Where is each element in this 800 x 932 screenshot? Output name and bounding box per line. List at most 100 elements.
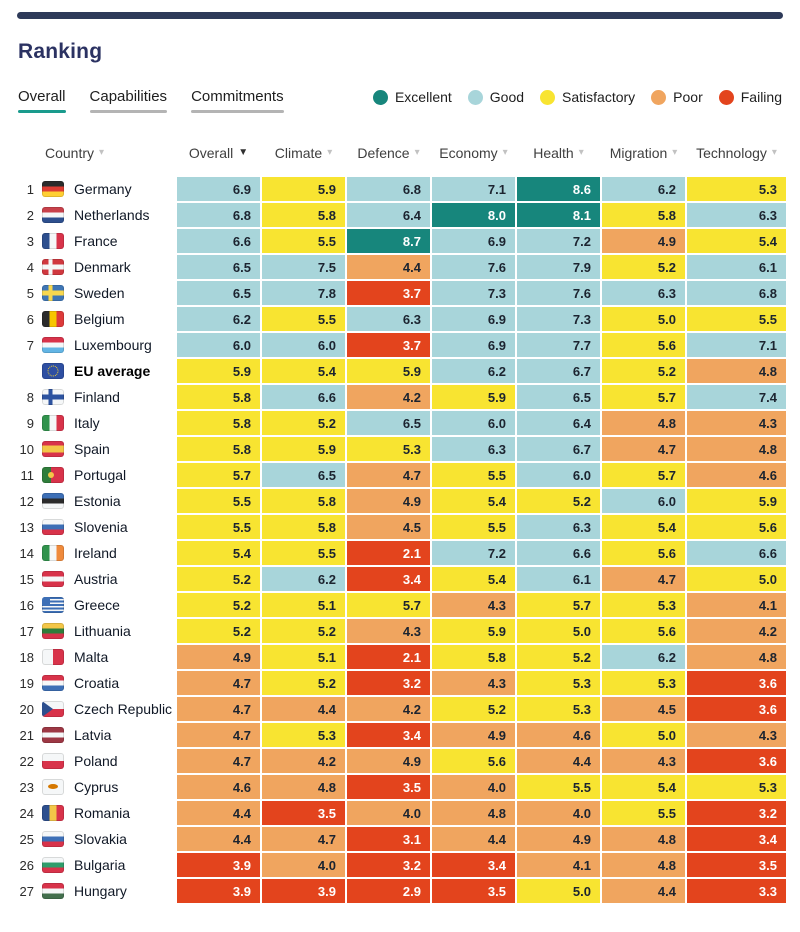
table-row[interactable]: 8 Finland 5.8 6.6 4.2 5.9 6.5 5.7 7.4 xyxy=(10,385,788,409)
country-cell: 23 Cyprus xyxy=(10,775,175,799)
table-row[interactable]: 25 Slovakia 4.4 4.7 3.1 4.4 4.9 4.8 3.4 xyxy=(10,827,788,851)
table-row[interactable]: 10 Spain 5.8 5.9 5.3 6.3 6.7 4.7 4.8 xyxy=(10,437,788,461)
country-cell: 15 Austria xyxy=(10,567,175,591)
score-cell: 5.4 xyxy=(687,229,786,253)
table-row[interactable]: 6 Belgium 6.2 5.5 6.3 6.9 7.3 5.0 5.5 xyxy=(10,307,788,331)
table-row[interactable]: 7 Luxembourg 6.0 6.0 3.7 6.9 7.7 5.6 7.1 xyxy=(10,333,788,357)
country-cell: 3 France xyxy=(10,229,175,253)
table-row[interactable]: 9 Italy 5.8 5.2 6.5 6.0 6.4 4.8 4.3 xyxy=(10,411,788,435)
country-name: Croatia xyxy=(74,675,120,691)
table-row[interactable]: 18 Malta 4.9 5.1 2.1 5.8 5.2 6.2 4.8 xyxy=(10,645,788,669)
country-flag-icon xyxy=(42,675,64,691)
score-cell: 5.7 xyxy=(347,593,430,617)
column-header-country[interactable]: Country ▾ xyxy=(10,145,175,161)
country-name: Ireland xyxy=(74,545,117,561)
table-row[interactable]: 3 France 6.6 5.5 8.7 6.9 7.2 4.9 5.4 xyxy=(10,229,788,253)
country-flag-icon xyxy=(42,649,64,665)
score-cell: 5.8 xyxy=(432,645,515,669)
score-cell: 3.2 xyxy=(687,801,786,825)
legend-item: Poor xyxy=(651,89,703,105)
table-row[interactable]: 14 Ireland 5.4 5.5 2.1 7.2 6.6 5.6 6.6 xyxy=(10,541,788,565)
table-row[interactable]: 21 Latvia 4.7 5.3 3.4 4.9 4.6 5.0 4.3 xyxy=(10,723,788,747)
column-header-migration[interactable]: Migration ▾ xyxy=(602,145,685,161)
rank-label: 7 xyxy=(26,337,34,353)
tab-label: Capabilities xyxy=(89,88,168,105)
column-header-health[interactable]: Health ▾ xyxy=(517,145,600,161)
ranking-widget: Ranking Overall Capabilities Commitments… xyxy=(0,12,800,903)
column-header-overall[interactable]: Overall ▼ xyxy=(177,145,260,161)
table-row[interactable]: 27 Hungary 3.9 3.9 2.9 3.5 5.0 4.4 3.3 xyxy=(10,879,788,903)
table-row[interactable]: 2 Netherlands 6.8 5.8 6.4 8.0 8.1 5.8 6.3 xyxy=(10,203,788,227)
table-row[interactable]: 16 Greece 5.2 5.1 5.7 4.3 5.7 5.3 4.1 xyxy=(10,593,788,617)
score-cell: 4.7 xyxy=(347,463,430,487)
score-cell: 6.0 xyxy=(432,411,515,435)
country-cell: 6 Belgium xyxy=(10,307,175,331)
table-row[interactable]: 24 Romania 4.4 3.5 4.0 4.8 4.0 5.5 3.2 xyxy=(10,801,788,825)
table-row[interactable]: 22 Poland 4.7 4.2 4.9 5.6 4.4 4.3 3.6 xyxy=(10,749,788,773)
score-cell: 5.9 xyxy=(432,385,515,409)
score-cell: 4.9 xyxy=(177,645,260,669)
rank-label: 20 xyxy=(19,701,34,717)
country-flag-icon xyxy=(42,181,64,197)
score-cell: 8.0 xyxy=(432,203,515,227)
table-row[interactable]: 4 Denmark 6.5 7.5 4.4 7.6 7.9 5.2 6.1 xyxy=(10,255,788,279)
table-row[interactable]: 15 Austria 5.2 6.2 3.4 5.4 6.1 4.7 5.0 xyxy=(10,567,788,591)
table-row[interactable]: 19 Croatia 4.7 5.2 3.2 4.3 5.3 5.3 3.6 xyxy=(10,671,788,695)
score-cell: 8.6 xyxy=(517,177,600,201)
rank-label: 13 xyxy=(19,519,34,535)
country-cell: 24 Romania xyxy=(10,801,175,825)
rank-label: 23 xyxy=(19,779,34,795)
legend-dot-icon xyxy=(540,89,556,105)
table-row-eu-average[interactable]: EU average 5.9 5.4 5.9 6.2 6.7 5.2 4.8 xyxy=(10,359,788,383)
column-header-label: Economy xyxy=(439,145,498,161)
score-cell: 6.6 xyxy=(177,229,260,253)
country-cell: 16 Greece xyxy=(10,593,175,617)
legend-label: Failing xyxy=(740,89,782,105)
tab-commitments[interactable]: Commitments xyxy=(191,88,284,113)
country-cell: 13 Slovenia xyxy=(10,515,175,539)
score-cell: 7.1 xyxy=(687,333,786,357)
score-cell: 4.6 xyxy=(687,463,786,487)
legend-label: Satisfactory xyxy=(562,89,636,105)
column-header-technology[interactable]: Technology ▾ xyxy=(687,145,786,161)
country-flag-icon xyxy=(42,441,64,457)
table-row[interactable]: 12 Estonia 5.5 5.8 4.9 5.4 5.2 6.0 5.9 xyxy=(10,489,788,513)
column-header-climate[interactable]: Climate ▾ xyxy=(262,145,345,161)
table-row[interactable]: 1 Germany 6.9 5.9 6.8 7.1 8.6 6.2 5.3 xyxy=(10,177,788,201)
tab-overall[interactable]: Overall xyxy=(18,88,66,113)
table-row[interactable]: 26 Bulgaria 3.9 4.0 3.2 3.4 4.1 4.8 3.5 xyxy=(10,853,788,877)
column-header-defence[interactable]: Defence ▾ xyxy=(347,145,430,161)
score-cell: 6.0 xyxy=(602,489,685,513)
country-name: Lithuania xyxy=(74,623,131,639)
column-header-economy[interactable]: Economy ▾ xyxy=(432,145,515,161)
table-row[interactable]: 17 Lithuania 5.2 5.2 4.3 5.9 5.0 5.6 4.2 xyxy=(10,619,788,643)
rank-label: 5 xyxy=(26,285,34,301)
score-cell: 4.0 xyxy=(347,801,430,825)
table-row[interactable]: 11 Portugal 5.7 6.5 4.7 5.5 6.0 5.7 4.6 xyxy=(10,463,788,487)
score-cell: 4.7 xyxy=(177,723,260,747)
score-cell: 5.2 xyxy=(517,489,600,513)
score-cell: 5.2 xyxy=(177,567,260,591)
table-row[interactable]: 20 Czech Republic 4.7 4.4 4.2 5.2 5.3 4.5 3.6 xyxy=(10,697,788,721)
score-cell: 6.3 xyxy=(517,515,600,539)
score-cell: 6.0 xyxy=(262,333,345,357)
score-cell: 6.9 xyxy=(432,229,515,253)
score-cell: 7.2 xyxy=(432,541,515,565)
table-row[interactable]: 5 Sweden 6.5 7.8 3.7 7.3 7.6 6.3 6.8 xyxy=(10,281,788,305)
score-cell: 6.6 xyxy=(687,541,786,565)
score-cell: 5.5 xyxy=(432,515,515,539)
tab-capabilities[interactable]: Capabilities xyxy=(89,88,168,113)
rank-label: 27 xyxy=(19,883,34,899)
table-row[interactable]: 13 Slovenia 5.5 5.8 4.5 5.5 6.3 5.4 5.6 xyxy=(10,515,788,539)
country-flag-icon xyxy=(42,415,64,431)
score-cell: 4.8 xyxy=(602,853,685,877)
table-row[interactable]: 23 Cyprus 4.6 4.8 3.5 4.0 5.5 5.4 5.3 xyxy=(10,775,788,799)
controls-row: Overall Capabilities Commitments Excelle… xyxy=(18,88,782,113)
score-cell: 5.8 xyxy=(177,437,260,461)
country-name: Luxembourg xyxy=(74,337,152,353)
flag-dot xyxy=(48,472,54,478)
country-cell: 10 Spain xyxy=(10,437,175,461)
score-cell: 6.2 xyxy=(262,567,345,591)
score-cell: 3.4 xyxy=(347,723,430,747)
score-cell: 6.3 xyxy=(602,281,685,305)
